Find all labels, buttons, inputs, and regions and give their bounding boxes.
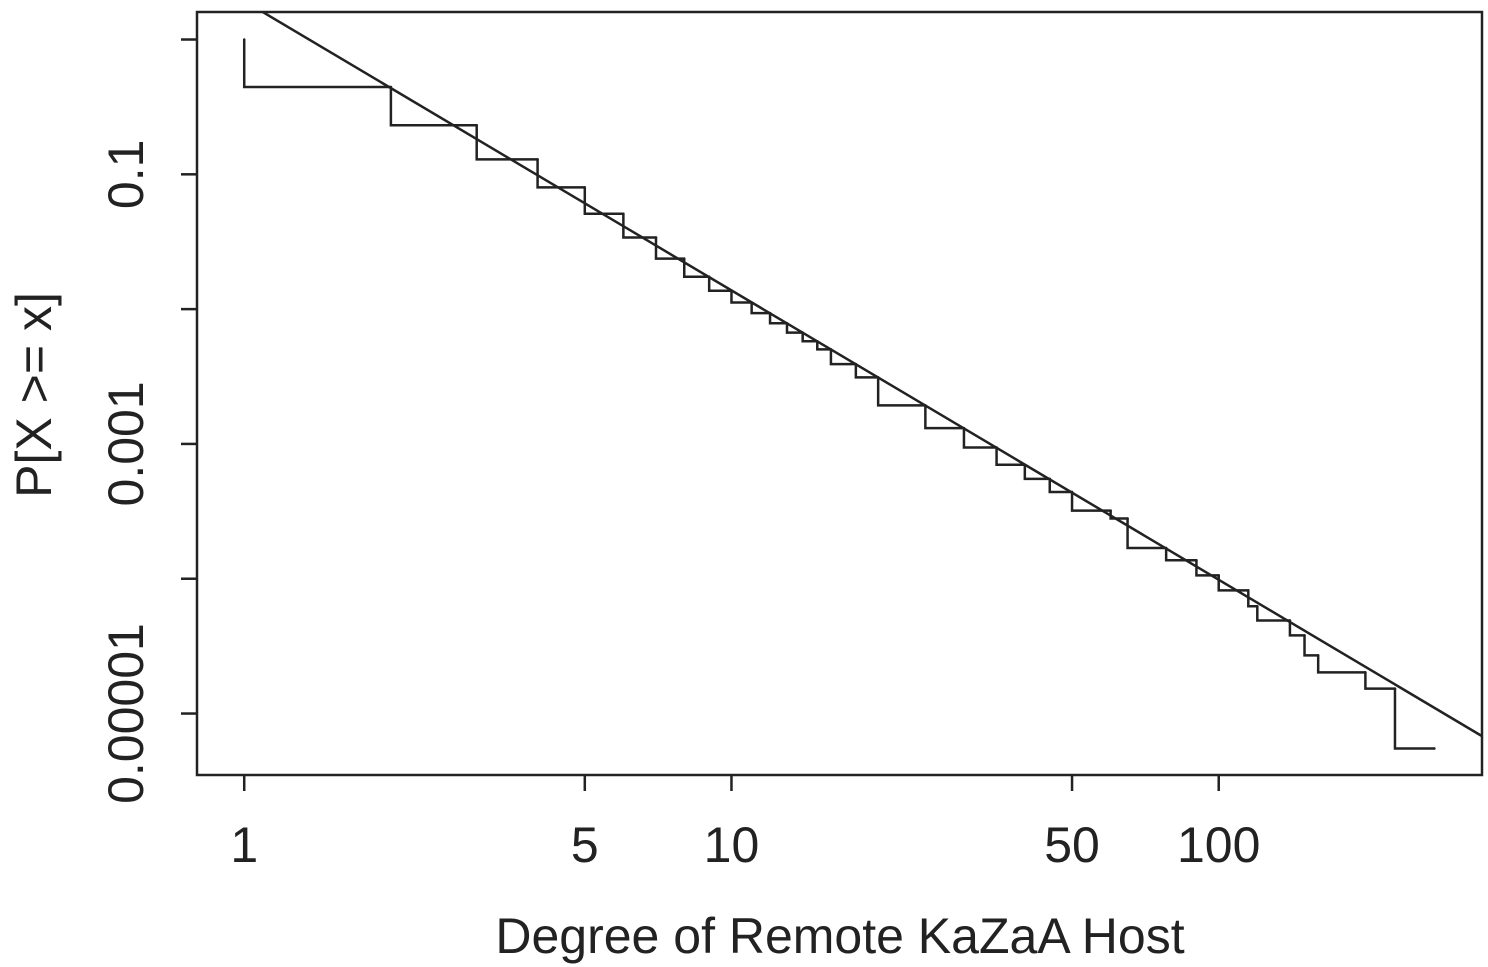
x-axis-title: Degree of Remote KaZaA Host <box>495 908 1184 964</box>
step-segment <box>1023 463 1051 481</box>
step-segment <box>995 446 1027 467</box>
x-tick-label: 5 <box>571 817 599 873</box>
step-segment <box>854 362 880 379</box>
step-segment <box>750 301 772 315</box>
step-segment <box>768 311 789 325</box>
x-tick-label: 10 <box>704 817 760 873</box>
y-axis-title: P[X >= x] <box>6 292 62 498</box>
step-segment <box>389 85 478 127</box>
step-segment <box>1070 490 1112 512</box>
step-segment <box>1288 619 1306 637</box>
plot-frame <box>195 10 1484 777</box>
step-segment <box>1364 671 1397 690</box>
plot-area <box>242 12 1482 750</box>
step-segment <box>730 289 753 304</box>
fit-line <box>260 12 1482 738</box>
step-segment <box>1256 605 1292 622</box>
step-segment <box>536 158 587 189</box>
step-segment <box>829 348 858 366</box>
step-segment <box>785 322 804 334</box>
step-segment <box>962 426 998 449</box>
step-segment <box>1316 654 1367 674</box>
y-tick-label: 0.1 <box>98 140 154 210</box>
x-tick-label: 100 <box>1177 817 1260 873</box>
step-segment <box>924 404 966 430</box>
step-segment <box>1393 687 1436 750</box>
step-segment <box>242 38 393 89</box>
step-segment <box>801 331 819 343</box>
step-segment <box>1109 509 1129 520</box>
step-segment <box>816 339 833 351</box>
y-tick-label: 0.00001 <box>98 623 154 804</box>
step-segment <box>622 212 658 239</box>
x-tick-label: 50 <box>1044 817 1100 873</box>
step-segment <box>583 186 625 215</box>
step-segment <box>876 376 927 407</box>
step-segment <box>1303 634 1320 657</box>
x-tick-label: 1 <box>230 817 258 873</box>
step-segment <box>1048 477 1074 494</box>
step-segment <box>707 275 733 292</box>
step-segment <box>475 124 539 161</box>
step-segment <box>1126 517 1168 550</box>
step-segment <box>683 257 711 278</box>
step-segment <box>1247 589 1259 608</box>
y-tick-label: 0.001 <box>98 381 154 506</box>
